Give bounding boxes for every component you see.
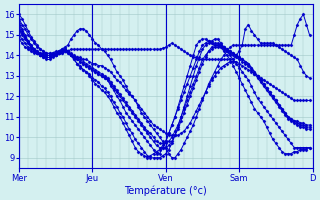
X-axis label: Température (°c): Température (°c) xyxy=(124,185,207,196)
